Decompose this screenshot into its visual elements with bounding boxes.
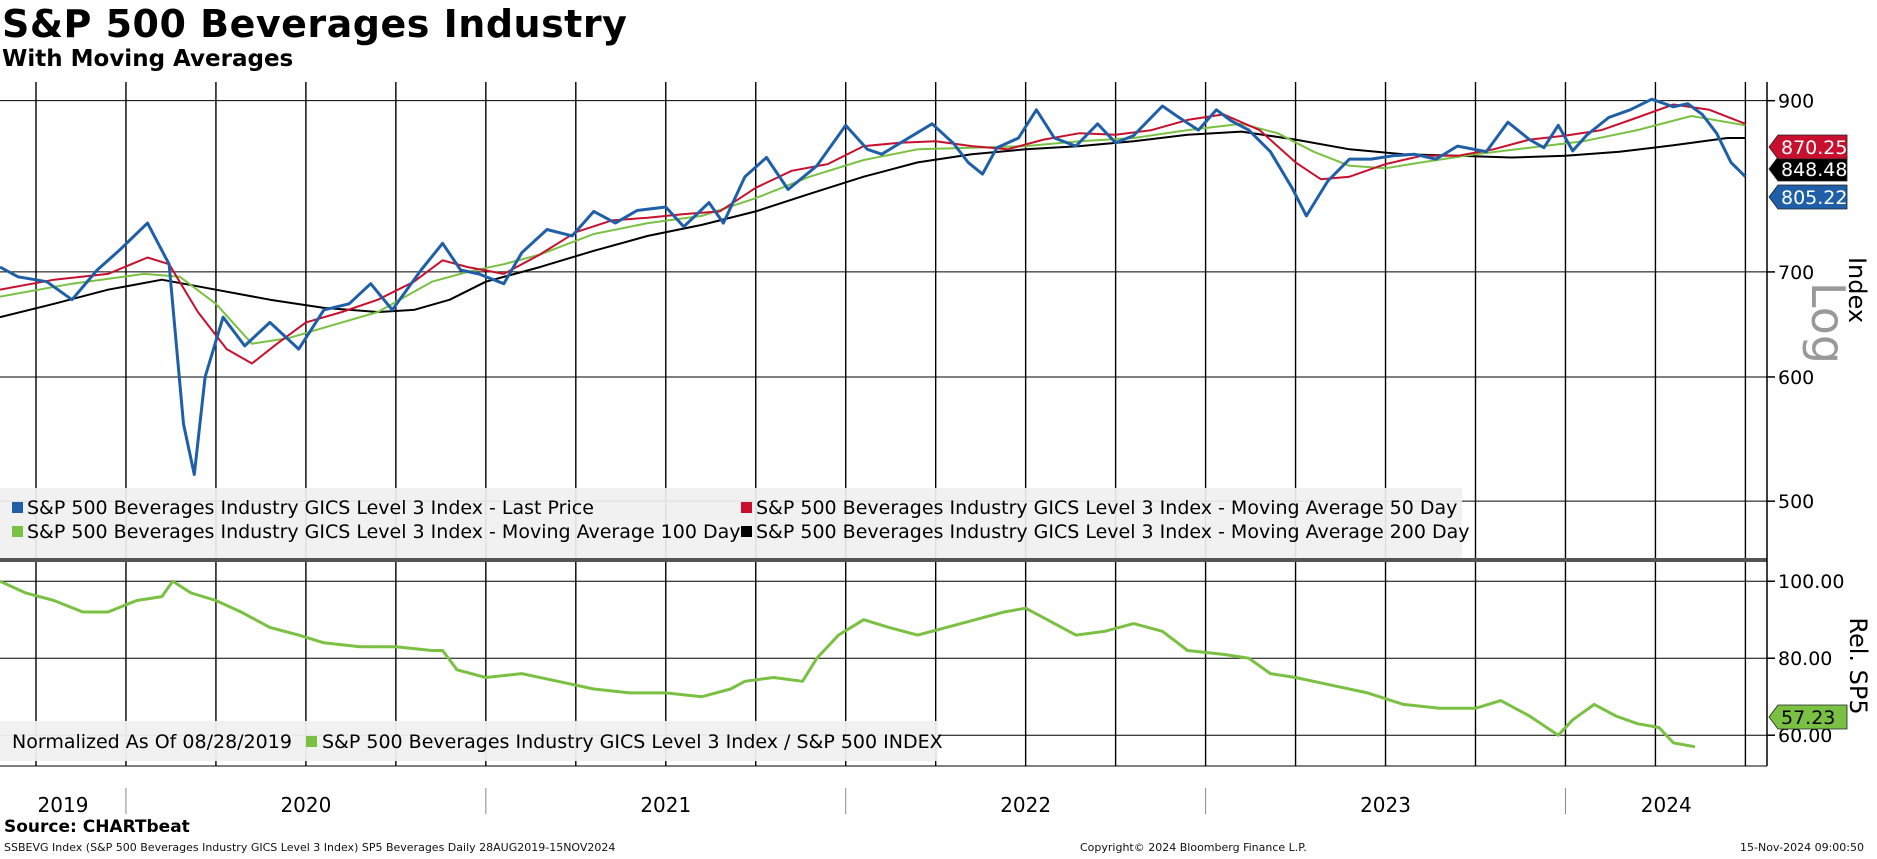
value-tag-label: 848.48 — [1781, 159, 1847, 181]
x-tick-label: 2024 — [1641, 793, 1692, 817]
y-axis-title: Rel. SP5 — [1844, 617, 1872, 714]
y-tick-label: 500 — [1778, 491, 1814, 513]
y-tick-label: 700 — [1778, 262, 1814, 284]
series-line — [0, 97, 1747, 476]
legend-swatch — [12, 502, 23, 513]
legend-label: S&P 500 Beverages Industry GICS Level 3 … — [756, 497, 1457, 519]
series-line — [0, 130, 1746, 319]
legend-swatch — [741, 502, 752, 513]
x-tick-label: 2019 — [38, 793, 89, 817]
y-tick-label: 600 — [1778, 367, 1814, 389]
y-axis-title: Index — [1843, 257, 1871, 323]
legend-swatch — [306, 736, 317, 747]
y-tick-label: 100.00 — [1778, 571, 1844, 593]
legend-label: S&P 500 Beverages Industry GICS Level 3 … — [322, 731, 943, 753]
legend-upper: S&P 500 Beverages Industry GICS Level 3 … — [0, 488, 1470, 558]
value-tag-shape — [1768, 704, 1848, 730]
footer-description: SSBEVG Index (S&P 500 Beverages Industry… — [4, 841, 616, 854]
value-tag-ma50: 870.25 — [1768, 134, 1848, 160]
legend-lower: Normalized As Of 08/28/2019 S&P 500 Bever… — [0, 721, 943, 761]
legend-label: S&P 500 Beverages Industry GICS Level 3 … — [27, 521, 741, 543]
value-tag-label: 805.22 — [1781, 187, 1847, 209]
y-tick-label: 900 — [1778, 91, 1814, 113]
source-label: Source: CHARTbeat — [4, 817, 190, 837]
x-tick-label: 2022 — [1000, 793, 1051, 817]
legend-background — [0, 721, 938, 761]
x-tick-label: 2023 — [1360, 793, 1411, 817]
value-tag-shape — [1768, 156, 1848, 182]
series-line — [0, 579, 1696, 749]
chart-subtitle: With Moving Averages — [2, 46, 294, 72]
value-tag-label: 57.23 — [1781, 707, 1835, 729]
legend-swatch — [741, 526, 752, 537]
value-tag-relative: 57.23 — [1768, 704, 1848, 730]
legend-swatch — [12, 526, 23, 537]
legend-normalized-label: Normalized As Of 08/28/2019 — [12, 731, 292, 753]
value-tag-shape — [1768, 134, 1848, 160]
legend-background — [0, 488, 1462, 558]
grid-lines — [0, 82, 1767, 814]
legend-label: S&P 500 Beverages Industry GICS Level 3 … — [27, 497, 594, 519]
series-line — [0, 103, 1746, 365]
scale-label: Log — [1801, 282, 1855, 364]
y-tick-label: 80.00 — [1778, 648, 1832, 670]
x-tick-label: 2021 — [640, 793, 691, 817]
value-tag-ma200: 848.48 — [1768, 156, 1848, 182]
footer-copyright: Copyright© 2024 Bloomberg Finance L.P. — [1080, 841, 1307, 854]
value-tag-shape — [1768, 184, 1848, 210]
footer-timestamp: 15-Nov-2024 09:00:50 — [1740, 841, 1865, 854]
y-tick-label: 60.00 — [1778, 725, 1832, 747]
legend-label: S&P 500 Beverages Industry GICS Level 3 … — [756, 521, 1470, 543]
value-tag-last-price: 805.22 — [1768, 184, 1848, 210]
value-tag-label: 870.25 — [1781, 137, 1847, 159]
chart-title: S&P 500 Beverages Industry — [2, 2, 628, 46]
x-tick-label: 2020 — [280, 793, 331, 817]
